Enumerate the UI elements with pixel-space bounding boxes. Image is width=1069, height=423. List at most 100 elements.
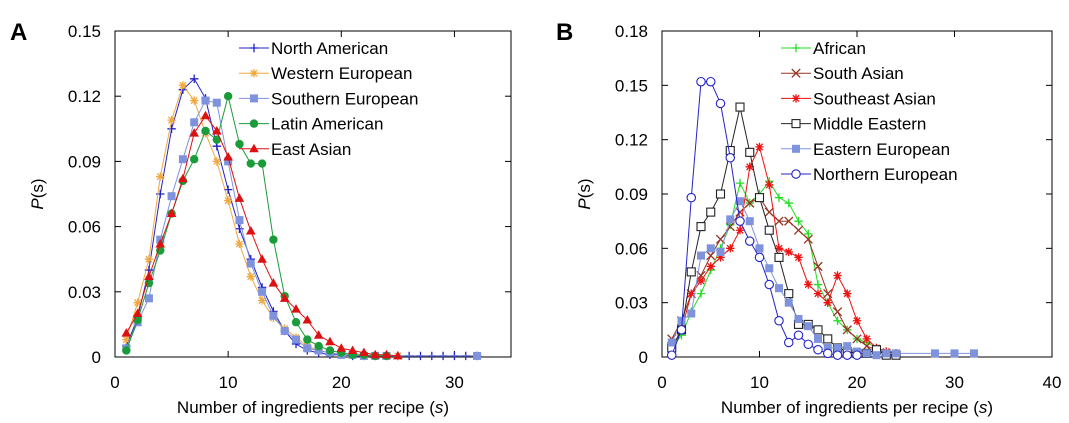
data-point <box>784 216 794 226</box>
data-point <box>793 330 804 341</box>
data-point <box>677 316 686 325</box>
data-point <box>745 147 755 157</box>
y-tick-label: 0.06 <box>615 239 648 258</box>
data-point <box>686 267 696 277</box>
data-point <box>687 289 696 298</box>
y-tick-label: 0.06 <box>68 218 101 237</box>
data-point <box>359 347 369 357</box>
data-point <box>258 287 267 296</box>
data-point <box>764 279 774 290</box>
legend-label: Latin American <box>271 115 383 134</box>
data-point <box>144 271 154 281</box>
x-tick-label: 30 <box>945 373 964 392</box>
data-point <box>687 309 696 318</box>
data-point <box>852 334 862 344</box>
data-point <box>814 334 822 343</box>
data-point <box>144 278 154 288</box>
data-point <box>813 289 823 298</box>
data-point <box>291 304 301 313</box>
x-tick-label: 40 <box>1043 373 1062 392</box>
data-point <box>833 271 842 280</box>
legend-label: East Asian <box>271 140 351 159</box>
data-point <box>245 225 256 235</box>
data-point <box>133 315 142 325</box>
series-northern-european <box>666 76 862 360</box>
data-point <box>156 246 165 255</box>
series-east-asian <box>121 110 403 360</box>
x-axis-label-end: ) <box>443 398 449 417</box>
data-point <box>735 226 745 235</box>
y-tick-label: 0.09 <box>68 152 101 171</box>
data-point <box>314 346 323 355</box>
data-point <box>178 81 188 90</box>
legend-entry: North American <box>239 39 388 58</box>
data-point <box>744 236 755 246</box>
data-point <box>715 98 726 109</box>
data-point <box>882 349 891 358</box>
series-line <box>125 96 387 357</box>
data-point <box>347 345 358 354</box>
data-point <box>676 325 687 335</box>
chart-panel-a: A 0 10 20 30 0 0.03 0.06 0.09 0.12 0.15 Number of i… <box>10 19 512 417</box>
legend-label: Western European <box>271 64 412 83</box>
legend-label: Middle Eastern <box>813 115 926 134</box>
legend-entry: Southeast Asian <box>781 89 936 108</box>
x-axis-label: Number of ingredients per recipe (s) <box>177 398 449 417</box>
data-point <box>774 316 784 326</box>
data-point <box>774 244 784 253</box>
data-point <box>813 325 823 335</box>
y-axis-label-rest: (s) <box>575 178 594 198</box>
data-point <box>794 314 803 323</box>
data-point <box>190 118 199 127</box>
data-point <box>803 339 813 350</box>
data-point <box>155 238 166 248</box>
data-point <box>696 276 706 286</box>
data-point <box>268 278 279 287</box>
series-eastern-european <box>667 197 978 360</box>
data-point <box>235 216 244 225</box>
data-point <box>794 216 803 226</box>
series-line <box>125 114 398 357</box>
data-point <box>784 198 793 208</box>
data-point <box>257 254 267 263</box>
y-axis-label: P(s) <box>575 178 594 209</box>
data-point <box>201 96 210 105</box>
y-tick-label: 0 <box>92 348 101 367</box>
legend-entry: Eastern European <box>781 140 950 159</box>
data-point <box>291 318 301 327</box>
x-tick-label: 30 <box>445 373 464 392</box>
data-point <box>735 102 745 112</box>
data-point <box>167 124 176 133</box>
y-tick-label: 0.09 <box>615 185 648 204</box>
data-point <box>784 298 793 307</box>
data-point <box>212 135 222 144</box>
data-point <box>190 74 199 84</box>
data-point <box>167 115 176 125</box>
x-axis-label: Number of ingredients per recipe (s) <box>721 398 993 417</box>
data-point <box>325 346 335 355</box>
data-point <box>970 349 978 358</box>
data-point <box>235 239 244 249</box>
data-point <box>823 343 832 352</box>
data-point <box>804 280 813 289</box>
data-point <box>832 307 843 317</box>
data-point <box>223 152 233 161</box>
x-tick-label: 10 <box>750 373 769 392</box>
data-point <box>705 76 716 87</box>
data-point <box>303 344 312 353</box>
data-point <box>764 225 774 235</box>
data-point <box>754 193 765 203</box>
data-point <box>843 342 852 351</box>
data-point <box>696 222 706 232</box>
legend-label: South Asian <box>813 64 904 83</box>
data-point <box>823 298 832 307</box>
plot-frame <box>114 30 512 358</box>
y-axis-label: P(s) <box>28 178 47 209</box>
data-point <box>190 155 199 164</box>
data-point <box>735 216 745 226</box>
y-axis-label-var: P <box>28 198 47 210</box>
y-tick-label: 0.15 <box>615 76 648 95</box>
data-point <box>765 180 774 190</box>
